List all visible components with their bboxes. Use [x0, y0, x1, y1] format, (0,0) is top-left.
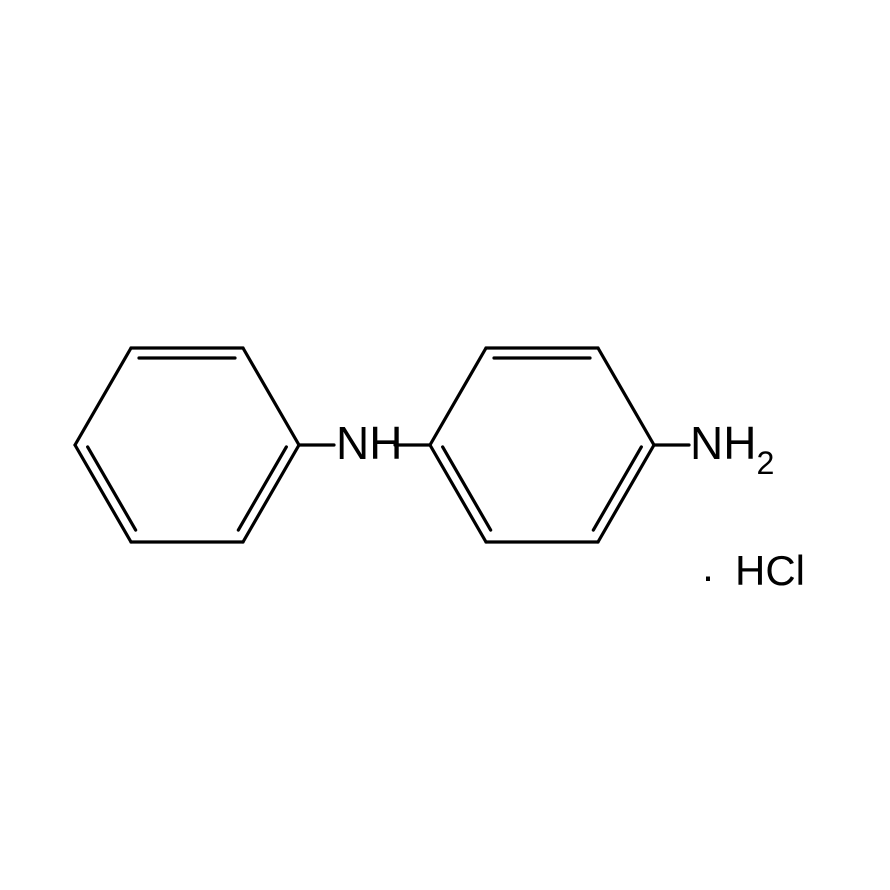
salt-dot: ·	[701, 555, 715, 597]
nh-bridge-label: NH	[336, 420, 402, 466]
nh2-h: H	[723, 417, 756, 469]
salt-hcl-label: HCl	[735, 550, 805, 592]
chemical-structure-canvas: NH NH2 · HCl	[0, 0, 890, 890]
nh2-n: N	[690, 417, 723, 469]
nh2-sub: 2	[756, 445, 774, 481]
nh2-terminal-label: NH2	[690, 420, 774, 474]
